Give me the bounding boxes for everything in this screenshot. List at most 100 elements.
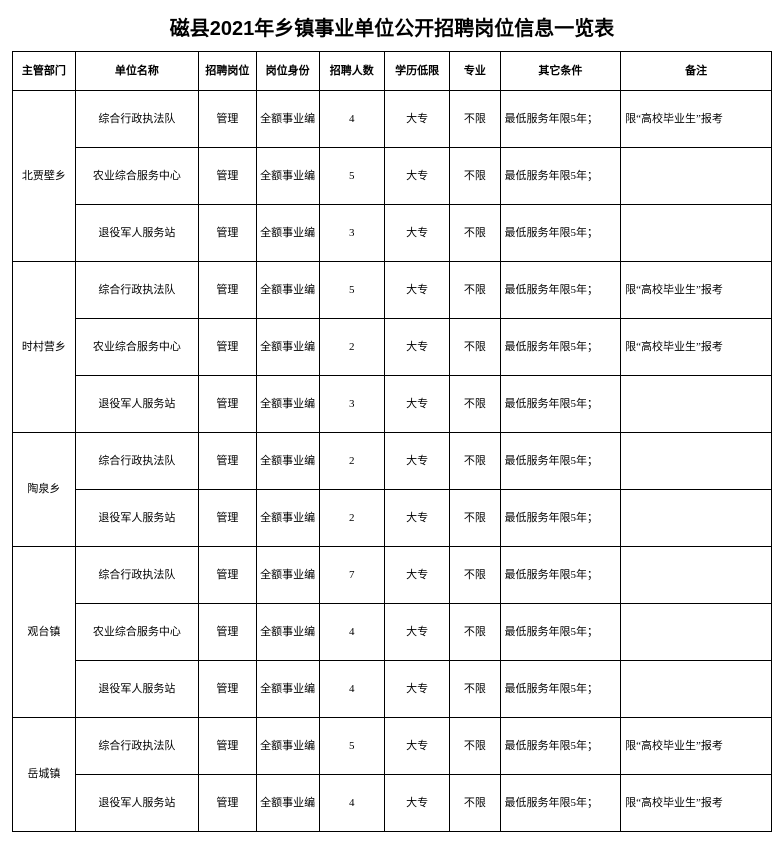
cell-unit: 退役军人服务站 bbox=[75, 775, 198, 832]
cell-unit: 综合行政执法队 bbox=[75, 91, 198, 148]
col-header-remark: 备注 bbox=[621, 52, 772, 91]
cell-unit: 退役军人服务站 bbox=[75, 376, 198, 433]
cell-position: 管理 bbox=[198, 718, 256, 775]
cell-major: 不限 bbox=[450, 718, 500, 775]
cell-remark bbox=[621, 205, 772, 262]
table-row: 退役军人服务站管理全额事业编4大专不限最低服务年限5年； bbox=[13, 661, 772, 718]
col-header-status: 岗位身份 bbox=[256, 52, 319, 91]
page-title: 磁县2021年乡镇事业单位公开招聘岗位信息一览表 bbox=[12, 12, 772, 41]
cell-major: 不限 bbox=[450, 775, 500, 832]
cell-major: 不限 bbox=[450, 91, 500, 148]
cell-status: 全额事业编 bbox=[256, 205, 319, 262]
cell-edu: 大专 bbox=[384, 547, 449, 604]
cell-other: 最低服务年限5年； bbox=[500, 91, 621, 148]
cell-unit: 综合行政执法队 bbox=[75, 433, 198, 490]
col-header-dept: 主管部门 bbox=[13, 52, 76, 91]
cell-other: 最低服务年限5年； bbox=[500, 205, 621, 262]
cell-dept: 时村营乡 bbox=[13, 262, 76, 433]
cell-position: 管理 bbox=[198, 604, 256, 661]
cell-other: 最低服务年限5年； bbox=[500, 262, 621, 319]
cell-other: 最低服务年限5年； bbox=[500, 490, 621, 547]
table-row: 退役军人服务站管理全额事业编2大专不限最低服务年限5年； bbox=[13, 490, 772, 547]
cell-count: 2 bbox=[319, 319, 384, 376]
cell-count: 2 bbox=[319, 433, 384, 490]
table-row: 岳城镇综合行政执法队管理全额事业编5大专不限最低服务年限5年；限“高校毕业生”报… bbox=[13, 718, 772, 775]
cell-unit: 农业综合服务中心 bbox=[75, 148, 198, 205]
cell-position: 管理 bbox=[198, 205, 256, 262]
cell-unit: 退役军人服务站 bbox=[75, 490, 198, 547]
table-row: 退役军人服务站管理全额事业编3大专不限最低服务年限5年； bbox=[13, 376, 772, 433]
cell-other: 最低服务年限5年； bbox=[500, 547, 621, 604]
table-row: 北贾壁乡综合行政执法队管理全额事业编4大专不限最低服务年限5年；限“高校毕业生”… bbox=[13, 91, 772, 148]
cell-position: 管理 bbox=[198, 490, 256, 547]
cell-status: 全额事业编 bbox=[256, 433, 319, 490]
cell-unit: 退役军人服务站 bbox=[75, 205, 198, 262]
cell-status: 全额事业编 bbox=[256, 661, 319, 718]
cell-position: 管理 bbox=[198, 262, 256, 319]
cell-count: 2 bbox=[319, 490, 384, 547]
table-row: 农业综合服务中心管理全额事业编2大专不限最低服务年限5年；限“高校毕业生”报考 bbox=[13, 319, 772, 376]
cell-count: 4 bbox=[319, 91, 384, 148]
cell-edu: 大专 bbox=[384, 490, 449, 547]
cell-edu: 大专 bbox=[384, 148, 449, 205]
cell-other: 最低服务年限5年； bbox=[500, 148, 621, 205]
cell-remark bbox=[621, 433, 772, 490]
cell-remark: 限“高校毕业生”报考 bbox=[621, 91, 772, 148]
cell-other: 最低服务年限5年； bbox=[500, 604, 621, 661]
cell-status: 全额事业编 bbox=[256, 91, 319, 148]
cell-count: 7 bbox=[319, 547, 384, 604]
cell-dept: 岳城镇 bbox=[13, 718, 76, 832]
cell-unit: 综合行政执法队 bbox=[75, 718, 198, 775]
cell-other: 最低服务年限5年； bbox=[500, 775, 621, 832]
cell-position: 管理 bbox=[198, 775, 256, 832]
cell-status: 全额事业编 bbox=[256, 319, 319, 376]
col-header-count: 招聘人数 bbox=[319, 52, 384, 91]
cell-other: 最低服务年限5年； bbox=[500, 319, 621, 376]
cell-major: 不限 bbox=[450, 262, 500, 319]
cell-remark bbox=[621, 661, 772, 718]
cell-count: 4 bbox=[319, 604, 384, 661]
cell-count: 5 bbox=[319, 148, 384, 205]
table-row: 农业综合服务中心管理全额事业编5大专不限最低服务年限5年； bbox=[13, 148, 772, 205]
cell-status: 全额事业编 bbox=[256, 262, 319, 319]
cell-major: 不限 bbox=[450, 547, 500, 604]
cell-remark: 限“高校毕业生”报考 bbox=[621, 319, 772, 376]
cell-other: 最低服务年限5年； bbox=[500, 376, 621, 433]
cell-unit: 农业综合服务中心 bbox=[75, 319, 198, 376]
table-row: 时村营乡综合行政执法队管理全额事业编5大专不限最低服务年限5年；限“高校毕业生”… bbox=[13, 262, 772, 319]
cell-other: 最低服务年限5年； bbox=[500, 661, 621, 718]
cell-major: 不限 bbox=[450, 319, 500, 376]
cell-status: 全额事业编 bbox=[256, 376, 319, 433]
cell-remark bbox=[621, 604, 772, 661]
cell-unit: 退役军人服务站 bbox=[75, 661, 198, 718]
table-row: 退役军人服务站管理全额事业编4大专不限最低服务年限5年；限“高校毕业生”报考 bbox=[13, 775, 772, 832]
cell-remark bbox=[621, 376, 772, 433]
cell-major: 不限 bbox=[450, 661, 500, 718]
cell-major: 不限 bbox=[450, 433, 500, 490]
cell-major: 不限 bbox=[450, 490, 500, 547]
cell-edu: 大专 bbox=[384, 319, 449, 376]
cell-remark bbox=[621, 547, 772, 604]
cell-dept: 陶泉乡 bbox=[13, 433, 76, 547]
cell-remark: 限“高校毕业生”报考 bbox=[621, 718, 772, 775]
recruitment-table: 主管部门 单位名称 招聘岗位 岗位身份 招聘人数 学历低限 专业 其它条件 备注… bbox=[12, 51, 772, 832]
cell-edu: 大专 bbox=[384, 604, 449, 661]
table-row: 农业综合服务中心管理全额事业编4大专不限最低服务年限5年； bbox=[13, 604, 772, 661]
table-row: 观台镇综合行政执法队管理全额事业编7大专不限最低服务年限5年； bbox=[13, 547, 772, 604]
cell-edu: 大专 bbox=[384, 661, 449, 718]
cell-edu: 大专 bbox=[384, 262, 449, 319]
cell-remark: 限“高校毕业生”报考 bbox=[621, 262, 772, 319]
col-header-unit: 单位名称 bbox=[75, 52, 198, 91]
cell-edu: 大专 bbox=[384, 775, 449, 832]
cell-edu: 大专 bbox=[384, 91, 449, 148]
cell-position: 管理 bbox=[198, 148, 256, 205]
cell-other: 最低服务年限5年； bbox=[500, 718, 621, 775]
cell-other: 最低服务年限5年； bbox=[500, 433, 621, 490]
cell-position: 管理 bbox=[198, 547, 256, 604]
cell-remark: 限“高校毕业生”报考 bbox=[621, 775, 772, 832]
cell-count: 5 bbox=[319, 718, 384, 775]
cell-major: 不限 bbox=[450, 205, 500, 262]
col-header-other: 其它条件 bbox=[500, 52, 621, 91]
cell-unit: 农业综合服务中心 bbox=[75, 604, 198, 661]
cell-edu: 大专 bbox=[384, 433, 449, 490]
